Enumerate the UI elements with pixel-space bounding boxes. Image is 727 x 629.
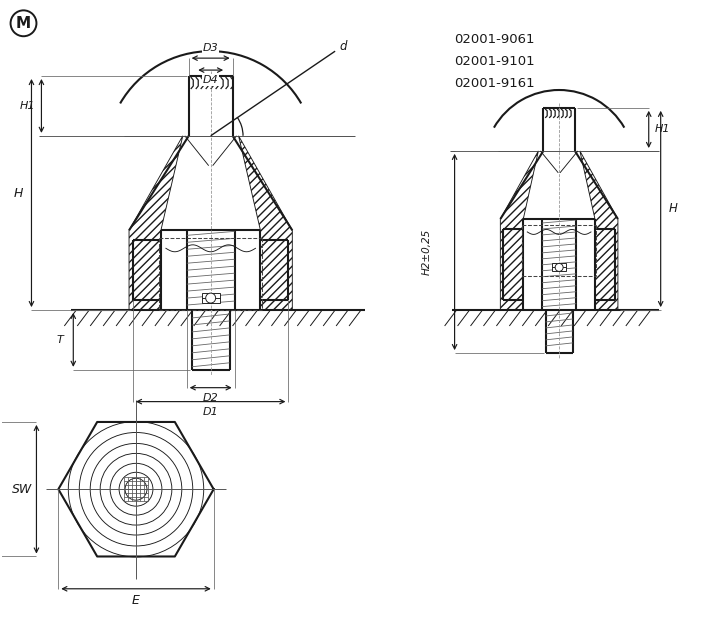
Polygon shape [580,151,618,310]
Text: M: M [16,16,31,31]
Bar [553,264,566,271]
Text: d: d [340,40,347,53]
Polygon shape [238,136,292,310]
Text: H2±0,25: H2±0,25 [422,229,432,275]
Polygon shape [129,136,182,310]
Text: H1: H1 [20,101,35,111]
Text: D3: D3 [203,43,219,53]
Text: H: H [669,203,678,216]
Text: SW: SW [12,482,33,496]
Text: H1: H1 [655,125,670,135]
Text: D1: D1 [203,406,219,416]
Text: H: H [14,187,23,199]
Polygon shape [500,151,539,310]
Text: 02001-9161: 02001-9161 [454,77,535,89]
Circle shape [206,293,216,303]
Text: D2: D2 [203,392,219,403]
Bar [201,293,220,303]
Text: E: E [132,594,140,607]
Text: D4: D4 [203,75,219,85]
Text: 02001-9101: 02001-9101 [454,55,535,68]
Text: T: T [57,335,64,345]
Text: 02001-9061: 02001-9061 [454,33,535,46]
Circle shape [555,264,563,271]
